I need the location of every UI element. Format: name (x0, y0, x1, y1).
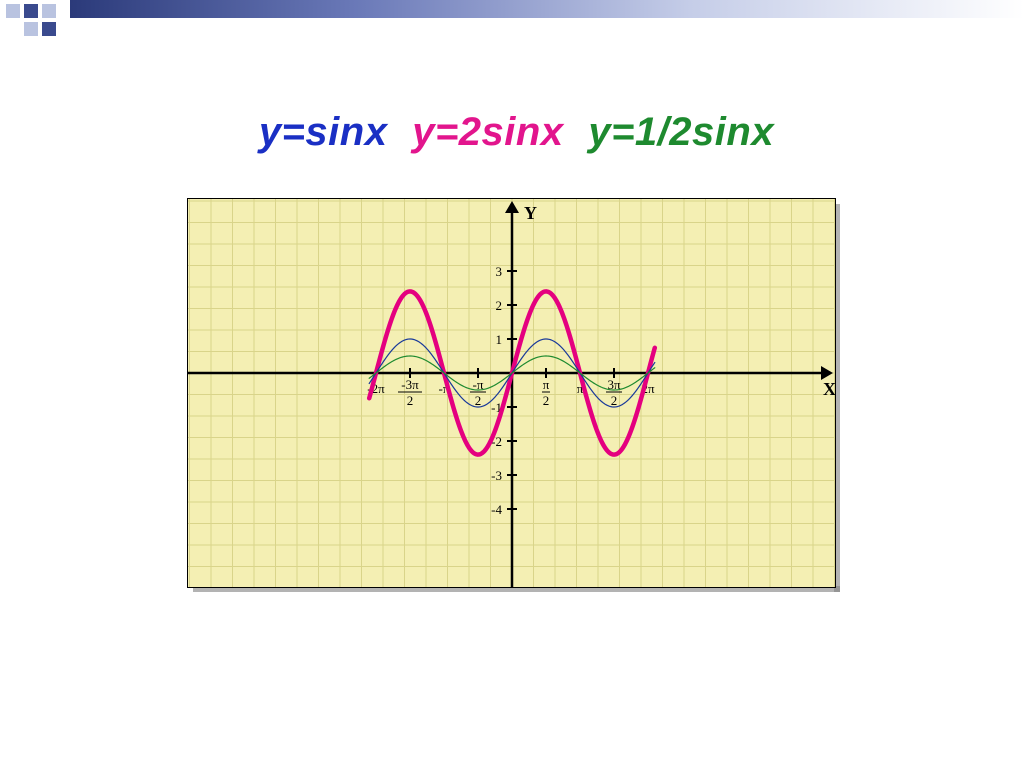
decor-square (24, 4, 38, 18)
svg-text:2: 2 (407, 393, 414, 408)
decor-square (42, 22, 56, 36)
svg-text:2: 2 (611, 393, 618, 408)
svg-text:-4: -4 (491, 502, 502, 517)
title-half-sinx: y=1/2sinx (588, 110, 774, 154)
svg-text:2: 2 (543, 393, 550, 408)
svg-text:Y: Y (524, 203, 537, 223)
svg-text:3: 3 (496, 264, 503, 279)
chart-svg: XY-4-3-2-1123-2π-3π2-π-π2π2π3π22π (188, 199, 835, 587)
header-gradient (70, 0, 1024, 18)
svg-text:-3: -3 (491, 468, 502, 483)
svg-text:2: 2 (475, 393, 482, 408)
slide-header-decor (0, 0, 1024, 50)
title-2sinx: y=2sinx (412, 110, 563, 154)
decor-square (42, 4, 56, 18)
decor-square (24, 22, 38, 36)
svg-text:X: X (823, 379, 835, 399)
svg-text:-3π: -3π (401, 377, 419, 392)
svg-text:π: π (543, 377, 550, 392)
sin-chart: XY-4-3-2-1123-2π-3π2-π-π2π2π3π22π (187, 198, 836, 588)
decor-square (6, 4, 20, 18)
equation-titles: y=sinx y=2sinx y=1/2sinx (0, 92, 1024, 155)
svg-text:2: 2 (496, 298, 503, 313)
svg-text:1: 1 (496, 332, 503, 347)
title-sinx: y=sinx (259, 110, 388, 154)
